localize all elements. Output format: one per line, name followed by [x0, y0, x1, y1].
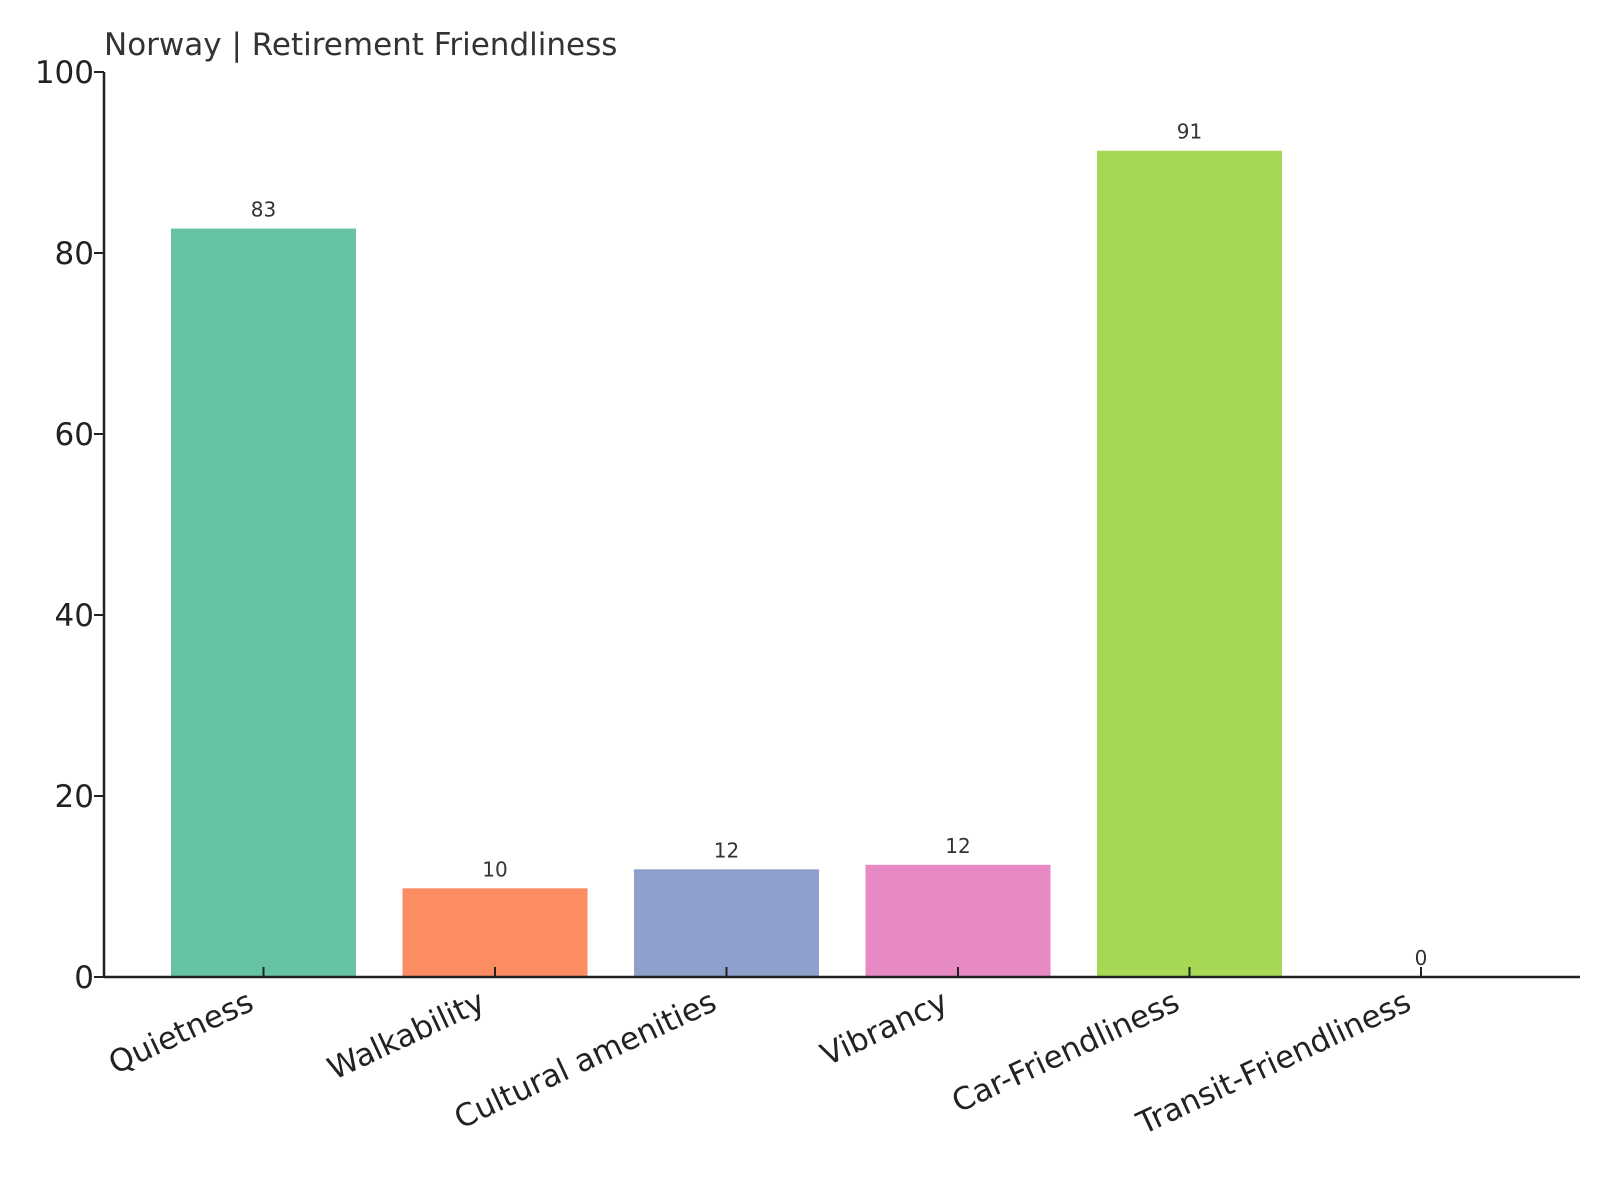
y-tick-label: 40 — [55, 598, 94, 634]
x-tick-label: Cultural amenities — [449, 984, 722, 1137]
y-tick-label: 80 — [55, 236, 94, 272]
y-tick-label: 100 — [35, 55, 94, 91]
bar-cultural-amenities — [634, 869, 819, 977]
y-ticks-group: 0 20 40 60 80 100 — [35, 55, 104, 996]
bar-quietness — [171, 228, 356, 977]
bar-walkability — [402, 888, 588, 977]
x-tick-label: Car-Friendliness — [947, 984, 1185, 1121]
bar-value-label: 0 — [1415, 946, 1428, 970]
y-tick-label: 60 — [55, 417, 94, 453]
x-tick-label: Vibrancy — [815, 984, 953, 1074]
bar-labels-group: 83 10 12 12 91 0 — [251, 120, 1428, 970]
x-tick-label: Walkability — [322, 984, 490, 1088]
bar-value-label: 12 — [945, 834, 970, 858]
bar-value-label: 83 — [251, 198, 276, 222]
bar-value-label: 10 — [482, 857, 507, 881]
y-tick-label: 0 — [74, 960, 94, 996]
bar-vibrancy — [865, 864, 1051, 977]
chart-title: Norway | Retirement Friendliness — [104, 27, 617, 63]
bars-group — [171, 150, 1282, 978]
bar-value-label: 12 — [714, 838, 739, 862]
bar-car-friendliness — [1097, 150, 1282, 978]
x-tick-label: Quietness — [103, 984, 259, 1082]
y-tick-label: 20 — [55, 779, 94, 815]
bar-value-label: 91 — [1177, 120, 1202, 144]
